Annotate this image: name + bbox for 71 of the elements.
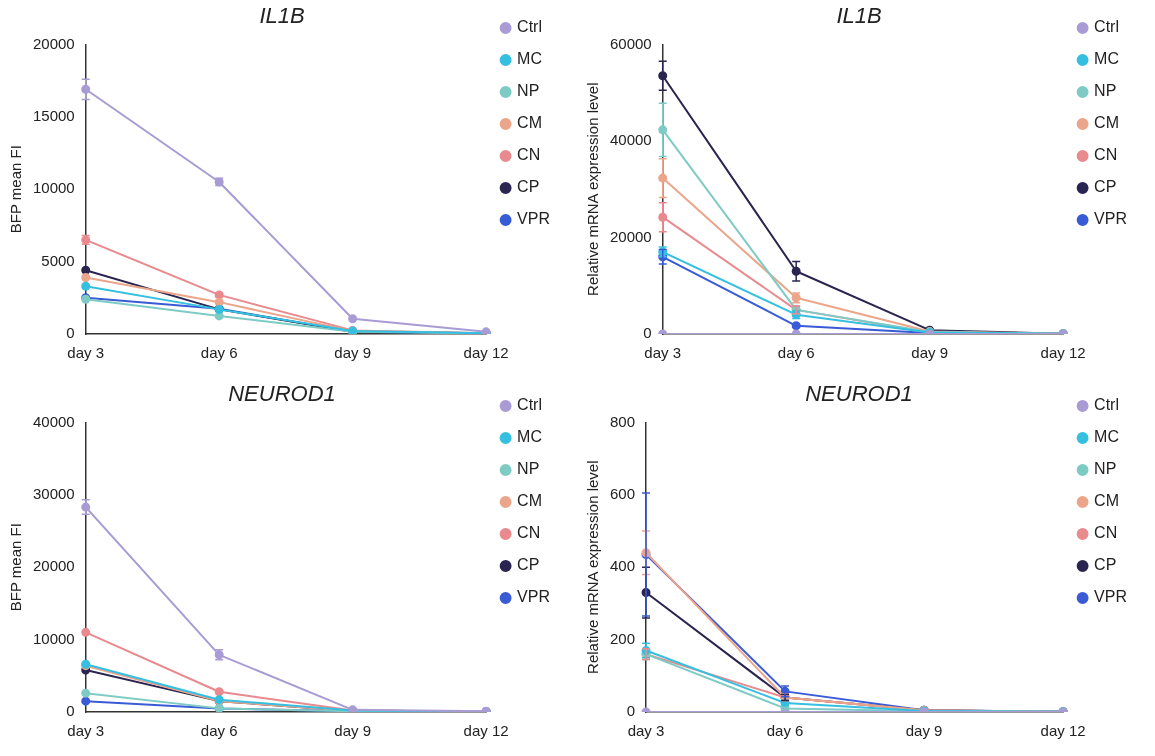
- y-axis-title: BFP mean FI: [7, 523, 25, 612]
- legend-label: Ctrl: [1094, 18, 1119, 36]
- legend-label: CP: [1094, 178, 1117, 196]
- x-tick-label: day 9: [334, 344, 371, 362]
- legend-label: NP: [517, 460, 540, 478]
- y-tick-label: 40000: [32, 412, 75, 430]
- legend-label: CM: [1094, 114, 1119, 132]
- x-tick-label: day 6: [200, 722, 238, 740]
- legend-label: CN: [517, 146, 541, 164]
- legend-label: MC: [517, 428, 542, 446]
- legend-label: VPR: [517, 210, 551, 228]
- legend-label: CP: [517, 178, 540, 196]
- y-tick-label: 400: [610, 557, 636, 575]
- y-tick-label: 0: [643, 324, 652, 342]
- y-tick-label: 60000: [609, 34, 652, 52]
- legend-label: MC: [1094, 50, 1119, 68]
- y-tick-label: 0: [66, 702, 75, 720]
- chart-title: NEUROD1: [228, 381, 336, 407]
- y-tick-label: 600: [610, 484, 636, 502]
- chart-title: IL1B: [259, 3, 305, 29]
- legend-label: CN: [517, 524, 541, 542]
- legend-label: Ctrl: [517, 396, 542, 414]
- x-tick-label: day 12: [463, 344, 509, 362]
- legend-label: CP: [1094, 556, 1117, 574]
- legend-label: CM: [517, 114, 542, 132]
- y-tick-label: 5000: [41, 251, 75, 269]
- y-tick-label: 10000: [32, 179, 75, 197]
- y-axis-title: BFP mean FI: [7, 145, 25, 234]
- x-tick-label: day 12: [463, 722, 509, 740]
- y-tick-label: 800: [610, 412, 636, 430]
- x-tick-label: day 12: [1040, 722, 1086, 740]
- y-tick-label: 200: [610, 629, 636, 647]
- y-axis-title: Relative mRNA expression level: [584, 82, 602, 296]
- x-tick-label: day 3: [627, 722, 665, 740]
- x-tick-label: day 3: [67, 722, 105, 740]
- legend-label: CN: [1094, 524, 1118, 542]
- legend-label: Ctrl: [517, 18, 542, 36]
- x-tick-label: day 9: [334, 722, 371, 740]
- x-tick-label: day 9: [911, 344, 948, 362]
- x-tick-label: day 12: [1040, 344, 1086, 362]
- y-tick-label: 20000: [32, 34, 75, 52]
- legend-label: NP: [1094, 82, 1117, 100]
- legend-label: VPR: [1094, 588, 1128, 606]
- y-tick-label: 30000: [32, 484, 75, 502]
- y-tick-label: 10000: [32, 629, 75, 647]
- y-tick-label: 0: [626, 702, 636, 720]
- legend-label: CP: [517, 556, 540, 574]
- x-tick-label: day 3: [67, 344, 105, 362]
- x-tick-label: day 9: [905, 722, 943, 740]
- x-tick-label: day 3: [644, 344, 682, 362]
- legend-label: VPR: [1094, 210, 1128, 228]
- legend-label: NP: [1094, 460, 1117, 478]
- legend-label: MC: [1094, 428, 1119, 446]
- legend-label: Ctrl: [1094, 396, 1119, 414]
- chart-title: NEUROD1: [805, 381, 913, 407]
- x-tick-label: day 6: [766, 722, 804, 740]
- x-tick-label: day 6: [200, 344, 238, 362]
- y-tick-label: 20000: [32, 557, 75, 575]
- x-tick-label: day 6: [777, 344, 815, 362]
- legend-label: CN: [1094, 146, 1118, 164]
- y-tick-label: 0: [66, 324, 75, 342]
- y-tick-label: 40000: [609, 131, 652, 149]
- legend-label: CM: [517, 492, 542, 510]
- y-axis-title: Relative mRNA expression level: [584, 460, 602, 674]
- legend-label: VPR: [517, 588, 551, 606]
- legend-label: CM: [1094, 492, 1119, 510]
- legend-label: NP: [517, 82, 540, 100]
- y-tick-label: 15000: [32, 106, 75, 124]
- chart-title: IL1B: [836, 3, 882, 29]
- y-tick-label: 20000: [609, 227, 652, 245]
- legend-label: MC: [517, 50, 542, 68]
